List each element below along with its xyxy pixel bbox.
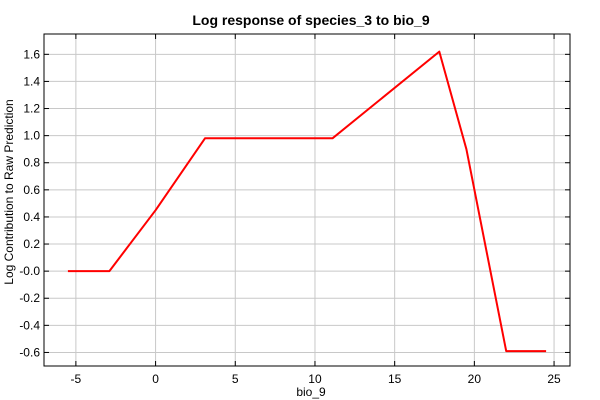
y-tick-label: -0.0 (19, 264, 40, 278)
x-tick-label: 15 (388, 372, 402, 386)
x-tick-label: 0 (152, 372, 159, 386)
y-tick-label: 0.4 (23, 210, 40, 224)
y-tick-label: -0.6 (19, 345, 40, 359)
series-layer (67, 50, 547, 353)
y-axis-label: Log Contribution to Raw Prediction (2, 99, 16, 284)
y-tick-label: -0.4 (19, 318, 40, 332)
y-tick-label: 1.2 (23, 102, 40, 116)
x-axis-label: bio_9 (296, 385, 326, 399)
y-tick-label: 1.6 (23, 47, 40, 61)
y-tick-label: 0.2 (23, 237, 40, 251)
x-tick-label: 25 (547, 372, 561, 386)
plot-area-frame (43, 33, 571, 367)
tick-marks (44, 34, 570, 366)
y-tick-label: 1.4 (23, 74, 40, 88)
x-tick-label: -5 (71, 372, 82, 386)
x-tick-label: 5 (232, 372, 239, 386)
y-tick-label: 0.8 (23, 156, 40, 170)
x-tick-labels: -5 0 5 10 15 20 25 (71, 372, 562, 386)
chart-title: Log response of species_3 to bio_9 (192, 12, 430, 28)
x-tick-label: 10 (308, 372, 322, 386)
y-tick-label: 1.0 (23, 129, 40, 143)
y-tick-labels: -0.6 -0.4 -0.2 -0.0 0.2 0.4 0.6 0.8 1.0 1.2 1.4 1.6 (19, 47, 40, 359)
y-tick-label: -0.2 (19, 291, 40, 305)
y-tick-label: 0.6 (23, 183, 40, 197)
grid (44, 34, 570, 366)
response-line (67, 50, 547, 353)
x-tick-label: 20 (468, 372, 482, 386)
